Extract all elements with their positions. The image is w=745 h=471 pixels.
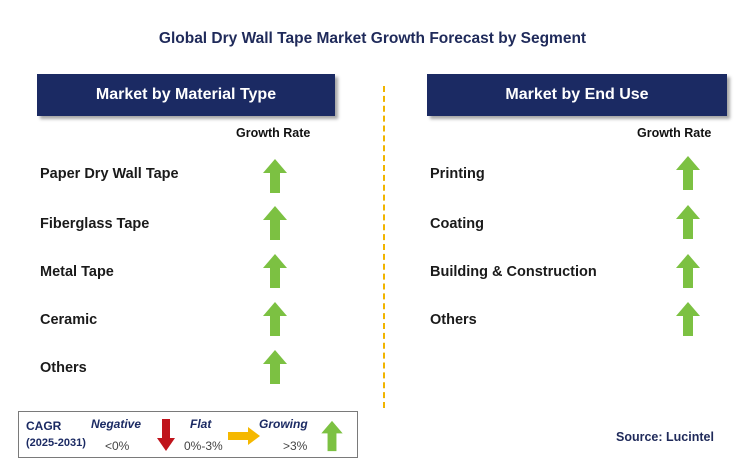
material-row-label: Fiberglass Tape bbox=[40, 216, 150, 232]
legend-negative-label: Negative bbox=[91, 417, 142, 431]
material-type-header: Market by Material Type bbox=[37, 74, 335, 116]
material-row-label: Paper Dry Wall Tape bbox=[40, 166, 179, 182]
up-arrow-icon bbox=[263, 206, 287, 240]
up-arrow-icon bbox=[263, 302, 287, 336]
up-arrow-icon bbox=[676, 302, 700, 336]
material-growth-rate-header: Growth Rate bbox=[236, 126, 311, 140]
legend-growing-label: Growing bbox=[259, 417, 308, 431]
down-arrow-icon bbox=[157, 419, 175, 451]
end-use-row-label: Others bbox=[430, 312, 477, 328]
source-note: Source: Lucintel bbox=[616, 430, 714, 444]
end-use-row-label: Printing bbox=[430, 166, 485, 182]
cagr-legend: CAGR (2025-2031) Negative <0% Flat 0%-3%… bbox=[18, 411, 358, 458]
up-arrow-icon bbox=[263, 254, 287, 288]
page-title: Global Dry Wall Tape Market Growth Forec… bbox=[158, 30, 587, 47]
up-arrow-icon bbox=[263, 350, 287, 384]
up-arrow-icon bbox=[676, 205, 700, 239]
material-row-label: Ceramic bbox=[40, 312, 98, 328]
legend-negative-value: <0% bbox=[105, 439, 130, 453]
up-arrow-icon bbox=[321, 420, 343, 452]
panel-divider bbox=[383, 86, 385, 408]
right-arrow-icon bbox=[228, 427, 260, 445]
legend-period: (2025-2031) bbox=[26, 437, 86, 449]
material-row-label: Metal Tape bbox=[40, 264, 114, 280]
legend-cagr-label: CAGR bbox=[26, 419, 62, 433]
end-use-row-label: Coating bbox=[430, 216, 484, 232]
up-arrow-icon bbox=[676, 254, 700, 288]
up-arrow-icon bbox=[263, 159, 287, 193]
end-use-header: Market by End Use bbox=[427, 74, 727, 116]
up-arrow-icon bbox=[676, 156, 700, 190]
end-use-growth-rate-header: Growth Rate bbox=[637, 126, 712, 140]
legend-flat-value: 0%-3% bbox=[184, 439, 223, 453]
legend-growing-value: >3% bbox=[283, 439, 308, 453]
material-row-label: Others bbox=[40, 360, 87, 376]
end-use-row-label: Building & Construction bbox=[430, 264, 597, 280]
legend-flat-label: Flat bbox=[190, 417, 212, 431]
